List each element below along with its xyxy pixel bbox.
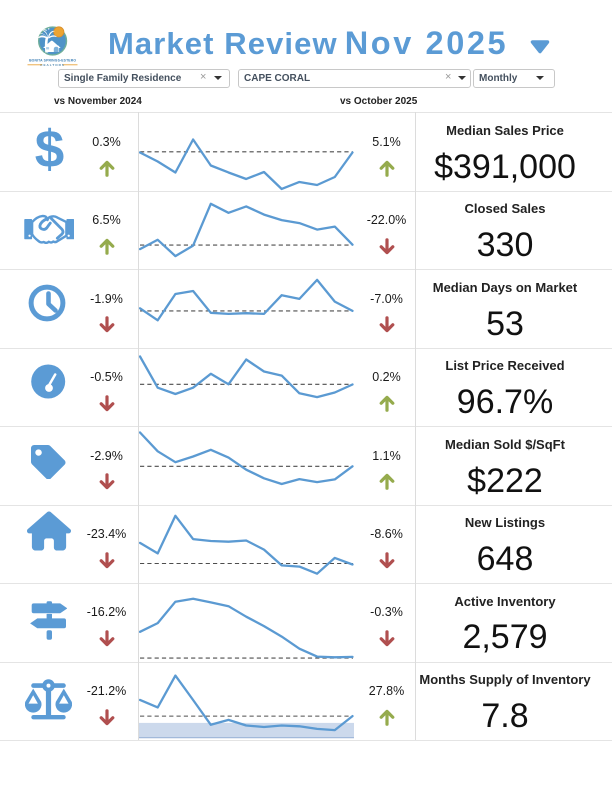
svg-text:REALTORS: REALTORS — [40, 63, 65, 67]
svg-text:BONITA SPRINGS-ESTERO: BONITA SPRINGS-ESTERO — [29, 59, 76, 63]
